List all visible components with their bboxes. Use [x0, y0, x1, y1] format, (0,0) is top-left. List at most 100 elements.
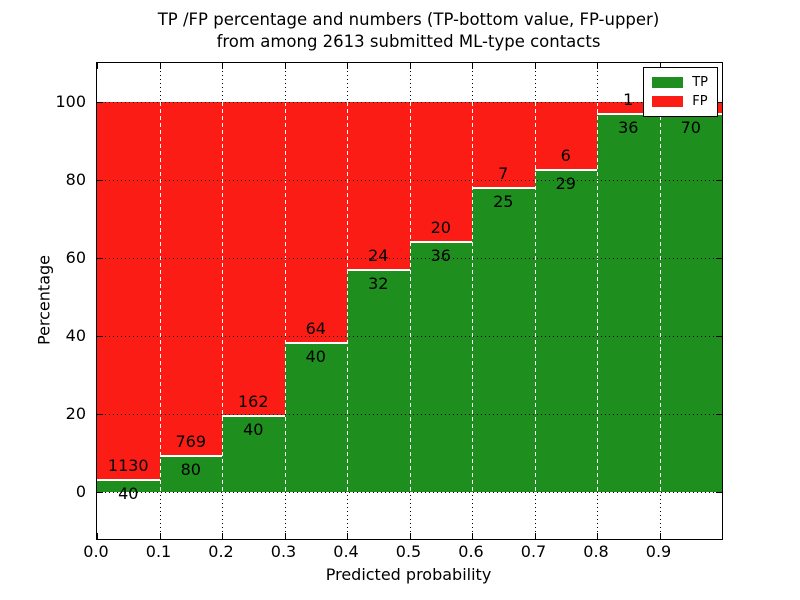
legend-swatch-fp-icon [652, 96, 684, 107]
x-tick-mark-bottom [597, 533, 598, 539]
tp-bar-segment [222, 414, 285, 493]
tp-bar-segment [97, 478, 160, 493]
x-tick-mark-top [284, 63, 286, 69]
x-tick-mark-top [159, 63, 161, 69]
h-gridline [97, 492, 722, 494]
tp-bar-segment [534, 168, 597, 493]
y-tick-label: 60 [65, 248, 86, 268]
fp-bar-count-label: 1130 [107, 455, 149, 475]
x-tick-label: 0.3 [270, 542, 297, 561]
x-tick-mark-top [97, 63, 98, 69]
x-tick-mark-bottom [472, 533, 473, 539]
fp-bar-segment [284, 102, 347, 343]
fp-bar-count-label: 7 [498, 164, 509, 184]
x-tick-label: 0.0 [83, 542, 109, 561]
fp-bar-segment [159, 102, 222, 456]
fp-bar-count-label: 20 [430, 218, 451, 238]
tp-bar-segment [284, 342, 347, 493]
x-tick-mark-bottom [409, 533, 411, 539]
y-tick-label: 80 [65, 170, 86, 189]
x-tick-mark-bottom [722, 533, 723, 539]
y-tick-label: 0 [75, 482, 86, 502]
x-tick-mark-top [222, 63, 223, 69]
fp-bar-count-label: 162 [237, 391, 269, 411]
x-tick-label: 0.8 [583, 542, 609, 561]
x-tick-mark-top [722, 63, 723, 69]
fp-bar-segment [472, 102, 535, 188]
fp-bar-count-label: 24 [368, 246, 389, 266]
tp-bar-segment [159, 455, 222, 493]
y-tick-mark-left [97, 492, 103, 494]
v-gridline-overlay [534, 102, 536, 493]
v-gridline-overlay [284, 102, 286, 493]
fp-bar-segment [534, 102, 597, 169]
fp-bar-count-label: 1 [623, 89, 634, 109]
legend-item-tp: TP [652, 73, 708, 92]
x-tick-mark-top [472, 63, 473, 69]
tp-bar-count-label: 40 [305, 347, 326, 367]
fp-bar-count-label: 6 [560, 145, 571, 165]
h-gridline [97, 414, 722, 416]
v-gridline-overlay [409, 102, 411, 493]
y-tick-mark-left [97, 180, 103, 181]
v-gridline-overlay [347, 102, 348, 493]
tp-bar-segment [659, 112, 722, 493]
legend-swatch-tp-icon [652, 77, 684, 88]
legend-label-tp: TP [692, 75, 708, 90]
v-gridline-overlay [659, 102, 661, 493]
tp-bar-segment [409, 241, 472, 493]
y-tick-label: 20 [65, 404, 86, 424]
x-tick-mark-bottom [159, 533, 161, 539]
h-gridline [97, 336, 722, 338]
x-tick-label: 0.9 [645, 542, 672, 561]
y-tick-label: 100 [55, 92, 86, 111]
fp-bar-segment [409, 102, 472, 242]
x-tick-label: 0.6 [458, 542, 484, 561]
y-tick-label: 40 [65, 326, 86, 346]
x-tick-mark-top [347, 63, 348, 69]
x-tick-mark-top [534, 63, 536, 69]
tp-bar-segment [597, 112, 660, 493]
h-gridline [97, 180, 722, 181]
chart-title: TP /FP percentage and numbers (TP-bottom… [96, 9, 721, 53]
x-tick-label: 0.7 [520, 542, 547, 561]
h-gridline [97, 258, 722, 260]
x-tick-label: 0.1 [145, 542, 172, 561]
y-tick-mark-left [97, 336, 103, 338]
x-tick-label: 0.2 [208, 542, 234, 561]
legend-item-fp: FP [652, 92, 708, 111]
x-tick-mark-bottom [659, 533, 661, 539]
plot-area: TP FP 40 1130 80 769 40 162 40 64 32 24 36 20 25 7 29 6… [96, 62, 723, 540]
y-tick-mark-right [716, 102, 722, 103]
fp-bar-count-label: 64 [305, 319, 326, 339]
y-tick-mark-left [97, 102, 103, 103]
x-tick-mark-bottom [534, 533, 536, 539]
fp-bar-segment [597, 102, 660, 113]
x-tick-mark-top [659, 63, 661, 69]
fp-bar-segment [347, 102, 410, 270]
y-tick-mark-right [716, 180, 722, 181]
x-tick-mark-bottom [347, 533, 348, 539]
fp-bar-segment [97, 102, 160, 479]
tp-bar-segment [347, 269, 410, 493]
y-tick-mark-left [97, 414, 103, 416]
legend: TP FP [643, 67, 718, 117]
fp-bar-count-label: 769 [175, 432, 207, 452]
x-tick-mark-top [597, 63, 598, 69]
tp-bar-count-label: 25 [493, 192, 514, 212]
y-tick-mark-right [716, 414, 722, 416]
v-gridline-overlay [597, 102, 598, 493]
y-tick-mark-right [716, 336, 722, 338]
tp-bar-count-label: 80 [180, 460, 201, 480]
tp-bar-count-label: 32 [368, 274, 389, 294]
y-tick-mark-left [97, 258, 103, 260]
legend-label-fp: FP [692, 94, 708, 109]
x-tick-mark-bottom [97, 533, 98, 539]
tp-bar-count-label: 36 [430, 246, 451, 266]
tp-bar-segment [472, 187, 535, 493]
tp-bar-count-label: 29 [555, 173, 576, 193]
x-axis-label: Predicted probability [325, 565, 492, 584]
v-gridline-overlay [472, 102, 473, 493]
v-gridline-overlay [222, 102, 223, 493]
